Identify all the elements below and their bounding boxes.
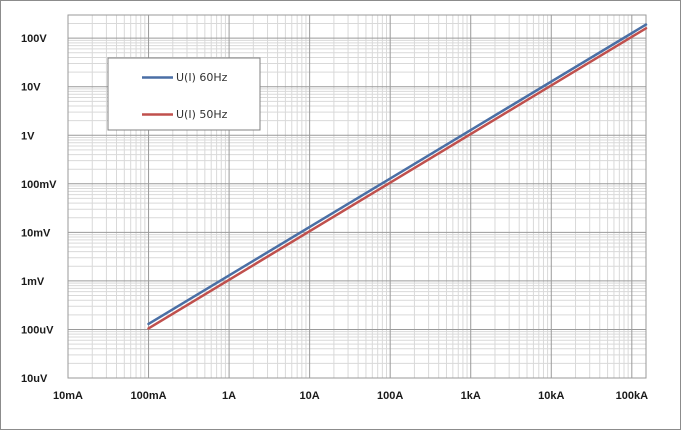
y-axis-tick-labels: 10uV 100uV 1mV 10mV 100mV 1V 10V 100V (21, 33, 57, 385)
y-tick-label: 100mV (21, 179, 57, 191)
series-line-60hz (147, 23, 648, 326)
x-axis-tick-labels: 10mA 100mA 1A 10A 100A 1kA 10kA 100kA (53, 390, 648, 402)
y-tick-label: 1V (21, 130, 35, 142)
legend-label-50hz: U(I) 50Hz (176, 108, 228, 121)
y-tick-label: 100uV (21, 324, 54, 336)
x-tick-label: 100mA (131, 390, 167, 402)
legend-box (107, 57, 261, 131)
legend-label-60hz: U(I) 60Hz (176, 71, 228, 84)
x-tick-label: 100kA (616, 390, 648, 402)
x-tick-label: 100A (377, 390, 403, 402)
y-tick-label: 10V (21, 82, 41, 94)
y-tick-label: 10mV (21, 227, 51, 239)
y-tick-label: 1mV (21, 276, 45, 288)
series-layer (147, 23, 648, 330)
y-tick-label: 100V (21, 33, 47, 45)
plot-area-border (67, 14, 647, 379)
x-tick-label: 10kA (538, 390, 564, 402)
series-line-50hz (147, 27, 648, 330)
legend: U(I) 60Hz U(I) 50Hz (107, 57, 261, 131)
x-tick-label: 1A (222, 390, 236, 402)
x-tick-label: 1kA (461, 390, 481, 402)
x-tick-label: 10mA (53, 390, 83, 402)
y-tick-label: 10uV (21, 373, 48, 385)
x-tick-label: 10A (300, 390, 320, 402)
